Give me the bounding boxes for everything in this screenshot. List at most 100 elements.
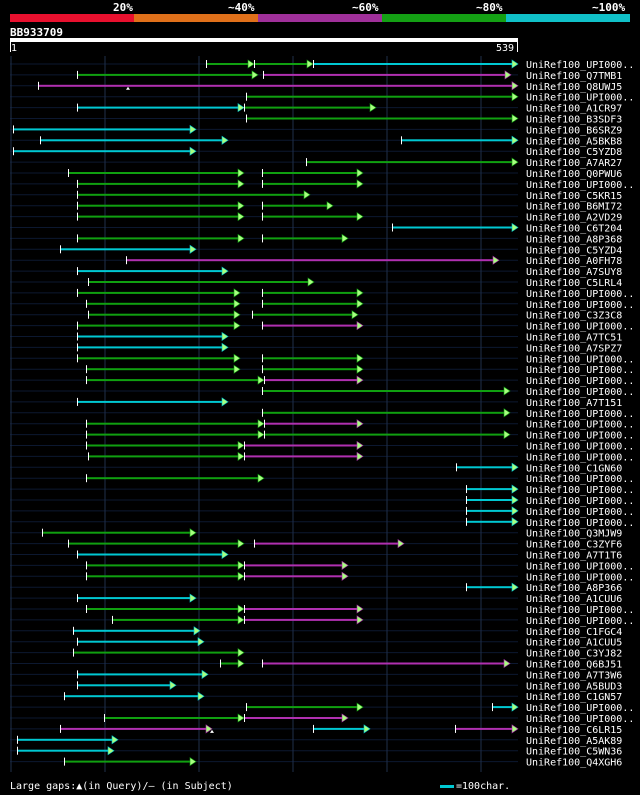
hit-label[interactable]: UniRef100_C5YZD8	[526, 147, 622, 158]
hit-label[interactable]: UniRef100_Q3MJW9	[526, 529, 622, 540]
hit-row[interactable]: UniRef100_A0FH78	[126, 255, 622, 267]
hit-row[interactable]: UniRef100_A5BKB8	[40, 135, 622, 147]
hit-label[interactable]: UniRef100_UPI000..	[526, 322, 634, 333]
hit-row[interactable]: UniRef100_UPI000..	[466, 484, 634, 496]
hit-row[interactable]: UniRef100_UPI000..	[77, 288, 634, 300]
hit-label[interactable]: UniRef100_Q4XGH6	[526, 758, 622, 769]
hit-label[interactable]: UniRef100_A8P368	[526, 234, 622, 245]
hit-label[interactable]: UniRef100_A5AK89	[526, 736, 622, 747]
hit-row[interactable]: UniRef100_C3ZYF6	[68, 539, 622, 551]
hit-row[interactable]: UniRef100_B3SDF3	[246, 113, 622, 126]
hit-label[interactable]: UniRef100_UPI000..	[526, 452, 634, 463]
hit-row[interactable]: UniRef100_UPI000..	[206, 59, 634, 71]
hit-row[interactable]: UniRef100_A5BUD3	[77, 680, 622, 692]
hit-label[interactable]: UniRef100_UPI000..	[526, 431, 634, 442]
hit-row[interactable]: UniRef100_UPI000..	[86, 364, 634, 376]
hit-label[interactable]: UniRef100_UPI000..	[526, 714, 634, 725]
hit-row[interactable]: UniRef100_A7SPZ7	[77, 342, 622, 354]
hit-row[interactable]: UniRef100_UPI000..	[104, 713, 634, 725]
hit-label[interactable]: UniRef100_UPI000..	[526, 703, 634, 714]
hit-row[interactable]: UniRef100_UPI000..	[86, 440, 634, 453]
hit-label[interactable]: UniRef100_UPI000..	[526, 572, 634, 583]
hit-row[interactable]: UniRef100_Q7TMB1	[77, 70, 622, 82]
hit-label[interactable]: UniRef100_C1GN60	[526, 463, 622, 474]
hit-row[interactable]: UniRef100_UPI000..	[262, 408, 634, 420]
hit-row[interactable]: UniRef100_A1CUU5	[77, 637, 622, 649]
hit-row[interactable]: UniRef100_C1FGC4	[73, 626, 622, 638]
hit-row[interactable]: UniRef100_A7AR27	[306, 157, 622, 169]
hit-label[interactable]: UniRef100_UPI000..	[526, 485, 634, 496]
hit-row[interactable]: UniRef100_UPI000..	[466, 495, 634, 507]
hit-label[interactable]: UniRef100_C5WN36	[526, 747, 622, 758]
hit-label[interactable]: UniRef100_C5LRL4	[526, 278, 622, 289]
hit-row[interactable]: UniRef100_C6LR15	[60, 724, 622, 736]
hit-row[interactable]: UniRef100_UPI000..	[86, 419, 634, 431]
hit-row[interactable]: UniRef100_UPI000..	[86, 430, 634, 442]
hit-row[interactable]: UniRef100_C5YZD8	[13, 146, 622, 158]
hit-label[interactable]: UniRef100_B6MI72	[526, 202, 622, 213]
hit-label[interactable]: UniRef100_UPI000..	[526, 376, 634, 387]
hit-label[interactable]: UniRef100_A7SPZ7	[526, 343, 622, 354]
hit-label[interactable]: UniRef100_A7T3W6	[526, 670, 622, 681]
hit-label[interactable]: UniRef100_UPI000..	[526, 518, 634, 529]
hit-label[interactable]: UniRef100_C1GN57	[526, 692, 622, 703]
hit-row[interactable]: UniRef100_Q8UWJ5	[38, 81, 622, 93]
hit-row[interactable]: UniRef100_UPI000..	[86, 299, 634, 311]
hit-row[interactable]: UniRef100_UPI000..	[77, 353, 634, 365]
hit-label[interactable]: UniRef100_A8P366	[526, 583, 622, 594]
hit-label[interactable]: UniRef100_UPI000..	[526, 616, 634, 627]
hit-label[interactable]: UniRef100_B3SDF3	[526, 115, 622, 126]
hit-row[interactable]: UniRef100_Q3MJW9	[42, 528, 622, 540]
hit-row[interactable]: UniRef100_Q0PWU6	[68, 168, 622, 180]
hit-row[interactable]: UniRef100_UPI000..	[262, 386, 634, 398]
hit-row[interactable]: UniRef100_C6T204	[392, 222, 622, 235]
hit-label[interactable]: UniRef100_UPI000..	[526, 496, 634, 507]
hit-label[interactable]: UniRef100_C1FGC4	[526, 627, 622, 638]
hit-label[interactable]: UniRef100_Q8UWJ5	[526, 82, 622, 93]
hit-label[interactable]: UniRef100_A0FH78	[526, 256, 622, 267]
hit-label[interactable]: UniRef100_C6LR15	[526, 725, 622, 736]
hit-row[interactable]: UniRef100_C5KR15	[77, 190, 622, 202]
hit-row[interactable]: UniRef100_UPI000..	[86, 560, 634, 572]
hit-label[interactable]: UniRef100_A1CUU6	[526, 594, 622, 605]
hit-label[interactable]: UniRef100_UPI000..	[526, 474, 634, 485]
hit-label[interactable]: UniRef100_C3Z3C8	[526, 311, 622, 322]
hit-label[interactable]: UniRef100_Q0PWU6	[526, 169, 622, 180]
hit-row[interactable]: UniRef100_Q6BJ51	[220, 658, 622, 671]
hit-row[interactable]: UniRef100_A1CR97	[77, 103, 622, 115]
hit-label[interactable]: UniRef100_UPI000..	[526, 365, 634, 376]
hit-row[interactable]: UniRef100_A8P368	[77, 233, 622, 245]
hit-row[interactable]: UniRef100_UPI000..	[86, 604, 634, 616]
hit-row[interactable]: UniRef100_B6MI72	[77, 201, 622, 213]
hit-row[interactable]: UniRef100_A5AK89	[17, 735, 622, 747]
hit-row[interactable]: UniRef100_UPI000..	[246, 702, 634, 714]
hit-label[interactable]: UniRef100_UPI000..	[526, 442, 634, 453]
hit-label[interactable]: UniRef100_UPI000..	[526, 387, 634, 398]
hit-label[interactable]: UniRef100_C3ZYF6	[526, 540, 622, 551]
hit-label[interactable]: UniRef100_A5BKB8	[526, 136, 622, 147]
hit-row[interactable]: UniRef100_C5LRL4	[88, 277, 622, 289]
hit-label[interactable]: UniRef100_UPI000..	[526, 60, 634, 71]
hit-row[interactable]: UniRef100_B6SRZ9	[13, 124, 622, 136]
hit-label[interactable]: UniRef100_A1CUU5	[526, 638, 622, 649]
hit-row[interactable]: UniRef100_A7T3W6	[77, 669, 622, 681]
hit-label[interactable]: UniRef100_A7T1T6	[526, 551, 622, 562]
hit-label[interactable]: UniRef100_UPI000..	[526, 561, 634, 572]
hit-label[interactable]: UniRef100_A5BUD3	[526, 681, 622, 692]
hit-label[interactable]: UniRef100_UPI000..	[526, 507, 634, 518]
hit-label[interactable]: UniRef100_Q6BJ51	[526, 660, 622, 671]
hit-row[interactable]: UniRef100_C3YJ82	[73, 648, 622, 660]
hit-row[interactable]: UniRef100_A8P366	[466, 582, 622, 594]
hit-label[interactable]: UniRef100_A7TC51	[526, 333, 622, 344]
hit-label[interactable]: UniRef100_A7SUY8	[526, 267, 622, 278]
hit-label[interactable]: UniRef100_C3YJ82	[526, 649, 622, 660]
hit-label[interactable]: UniRef100_Q7TMB1	[526, 71, 622, 82]
hit-label[interactable]: UniRef100_UPI000..	[526, 420, 634, 431]
hit-row[interactable]: UniRef100_C1GN60	[456, 462, 622, 474]
hit-row[interactable]: UniRef100_A7TC51	[77, 331, 622, 344]
hit-label[interactable]: UniRef100_UPI000..	[526, 409, 634, 420]
hit-label[interactable]: UniRef100_A7T151	[526, 398, 622, 409]
hit-label[interactable]: UniRef100_A1CR97	[526, 104, 622, 115]
hit-label[interactable]: UniRef100_UPI000..	[526, 354, 634, 365]
hit-row[interactable]: UniRef100_UPI000..	[77, 321, 634, 333]
